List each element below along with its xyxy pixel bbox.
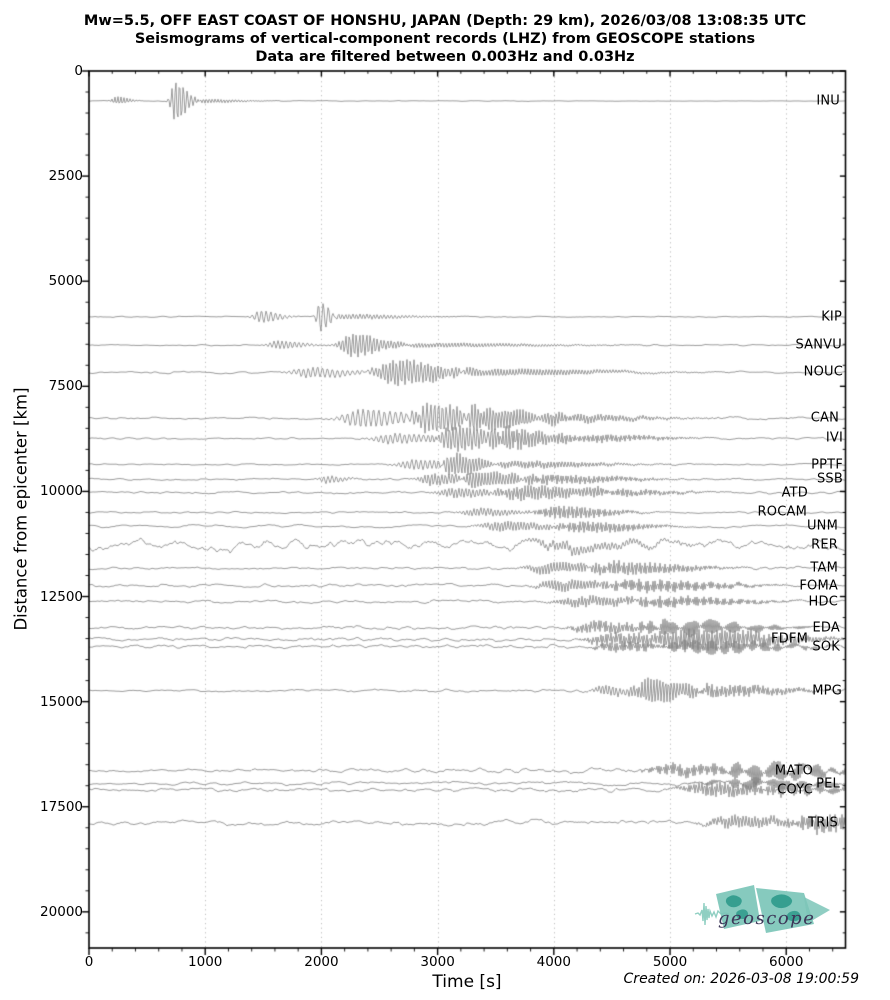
x-tick-label: 2000 — [304, 954, 339, 970]
station-label-MATO: MATO — [774, 763, 813, 779]
station-label-IVI: IVI — [825, 430, 843, 446]
station-label-HDC: HDC — [808, 594, 838, 610]
station-label-SSB: SSB — [816, 471, 843, 487]
x-tick-label: 3000 — [420, 954, 455, 970]
title-line-2: Seismograms of vertical-component record… — [134, 31, 756, 47]
y-tick-label: 12500 — [40, 588, 83, 605]
y-axis-label: Distance from epicenter [km] — [11, 387, 31, 631]
y-tick-label: 10000 — [40, 483, 83, 500]
y-tick-label: 2500 — [48, 168, 83, 185]
logo-continent-1-icon — [725, 895, 742, 908]
station-label-SOK: SOK — [812, 639, 840, 655]
logo-continent-4-icon — [786, 910, 801, 922]
created-on-text: Created on: 2026-03-08 19:00:59 — [623, 971, 859, 987]
logo-seismogram-squiggle-icon — [694, 902, 730, 926]
station-label-UNM: UNM — [806, 518, 838, 534]
logo-text: geoscope — [718, 908, 815, 929]
y-tick-label: 15000 — [40, 693, 83, 710]
logo-map-right-icon — [756, 888, 814, 933]
station-label-SANVU: SANVU — [795, 337, 842, 353]
station-label-ATD: ATD — [781, 485, 808, 501]
station-label-NOUC: NOUC — [803, 364, 843, 380]
station-label-FDFM: FDFM — [771, 631, 808, 647]
y-tick-label: 5000 — [48, 273, 83, 290]
station-label-RER: RER — [811, 537, 838, 553]
y-tick-label: 0 — [74, 63, 83, 79]
station-label-PEL: PEL — [816, 776, 840, 792]
x-axis-label: Time [s] — [432, 972, 502, 992]
logo-continent-2-icon — [736, 909, 749, 919]
logo-map-tip-icon — [804, 897, 830, 923]
x-tick-label: 6000 — [769, 954, 804, 970]
station-label-INU: INU — [816, 93, 840, 109]
title-line-3: Data are filtered between 0.003Hz and 0.… — [255, 49, 635, 65]
x-tick-label: 4000 — [536, 954, 571, 970]
x-tick-label: 0 — [84, 954, 94, 970]
x-tick-label: 5000 — [652, 954, 688, 970]
title-block: Mw=5.5, OFF EAST COAST OF HONSHU, JAPAN … — [0, 12, 890, 66]
station-label-MPG: MPG — [812, 683, 842, 699]
station-label-KIP: KIP — [821, 309, 842, 325]
y-tick-label: 17500 — [40, 798, 83, 815]
x-tick-label: 1000 — [188, 954, 223, 970]
station-label-TAM: TAM — [810, 560, 838, 576]
station-label-FOMA: FOMA — [799, 578, 838, 594]
station-label-CAN: CAN — [810, 410, 839, 426]
station-label-EDA: EDA — [812, 620, 840, 636]
y-tick-label: 7500 — [48, 378, 83, 395]
logo-map-left-icon — [716, 885, 760, 929]
station-label-PPTF: PPTF — [811, 457, 843, 472]
y-tick-label: 20000 — [40, 903, 83, 920]
geoscope-logo: geoscope — [694, 885, 830, 933]
title-line-1: Mw=5.5, OFF EAST COAST OF HONSHU, JAPAN … — [83, 13, 807, 29]
station-label-COYC: COYC — [777, 782, 813, 798]
logo-continent-3-icon — [771, 894, 793, 909]
station-label-TRIS: TRIS — [808, 815, 838, 831]
station-label-ROCAM: ROCAM — [757, 504, 807, 520]
